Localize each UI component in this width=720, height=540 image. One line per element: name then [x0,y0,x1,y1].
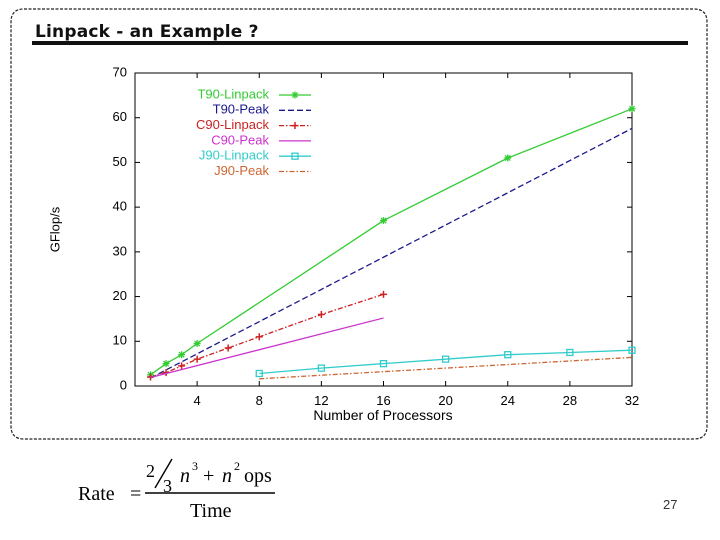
formula-n2: n [222,465,232,487]
slide-title: Linpack - an Example ? [35,22,259,42]
formula-plus: + [203,465,214,487]
y-tick-label: 20 [113,288,127,303]
data-point-c90-linpack [317,310,325,318]
x-tick-label: 4 [194,393,201,408]
formula-ops: ops [244,465,272,487]
data-point-t90-linpack [162,360,170,368]
data-point-j90-linpack [441,355,450,363]
data-point-t90-linpack [628,105,636,113]
x-tick-label: 8 [256,393,263,408]
series-line-c90-linpack [150,293,384,378]
data-point-c90-linpack [255,333,263,341]
series-line-c90-peak [150,317,384,379]
data-point-t90-linpack [504,154,512,162]
data-point-c90-linpack [380,290,387,298]
y-tick-label: 10 [113,333,127,348]
x-tick-label: 16 [376,393,390,408]
formula-n1: n [180,465,190,487]
data-point-c90-linpack [193,355,201,363]
formula-denominator: Time [190,500,232,522]
series-line-j90-linpack [259,349,633,375]
x-tick-label: 28 [563,393,577,408]
y-tick-label: 70 [113,64,127,79]
legend-marker [291,91,299,99]
data-point-c90-linpack [178,362,186,370]
slide-frame [10,8,708,440]
page-number: 27 [663,497,678,512]
legend-label: J90-Linpack [199,148,270,163]
data-point-t90-linpack [178,351,186,359]
x-tick-label: 12 [314,393,328,408]
legend-label: C90-Peak [211,132,269,147]
data-point-j90-linpack [628,346,636,354]
formula-frac-num: 2 [146,461,155,481]
data-point-t90-linpack [193,340,201,348]
data-point-c90-linpack [224,344,232,352]
formula-exp1: 3 [192,459,198,473]
formula-exp2: 2 [234,459,240,473]
y-tick-label: 60 [113,109,127,124]
series-line-j90-peak [259,356,633,380]
y-tick-label: 0 [120,377,127,392]
formula-equals: = [130,483,141,505]
legend-label: J90-Peak [214,163,269,178]
formula-lhs: Rate [78,483,115,505]
data-point-j90-linpack [379,359,388,368]
y-tick-label: 50 [113,154,127,169]
data-point-t90-linpack [380,217,387,225]
data-point-j90-linpack [504,351,512,359]
y-tick-label: 30 [113,243,127,258]
x-tick-label: 20 [438,393,452,408]
legend-marker [291,122,299,130]
series-line-t90-peak [150,127,633,379]
y-tick-label: 40 [113,199,127,214]
data-point-j90-linpack [255,369,263,378]
legend-label: T90-Linpack [197,86,269,101]
legend-marker [291,152,299,160]
data-point-j90-linpack [566,348,574,357]
legend-label: T90-Peak [213,102,270,117]
y-axis-label: GFlop/s [47,206,62,252]
legend-label: C90-Linpack [196,117,269,132]
x-axis-label: Number of Processors [313,407,452,423]
data-point-j90-linpack [317,364,326,372]
x-tick-label: 32 [625,393,639,408]
formula-frac-slash [154,458,173,489]
formula-frac-den: 3 [163,476,172,496]
x-tick-label: 24 [501,393,515,408]
